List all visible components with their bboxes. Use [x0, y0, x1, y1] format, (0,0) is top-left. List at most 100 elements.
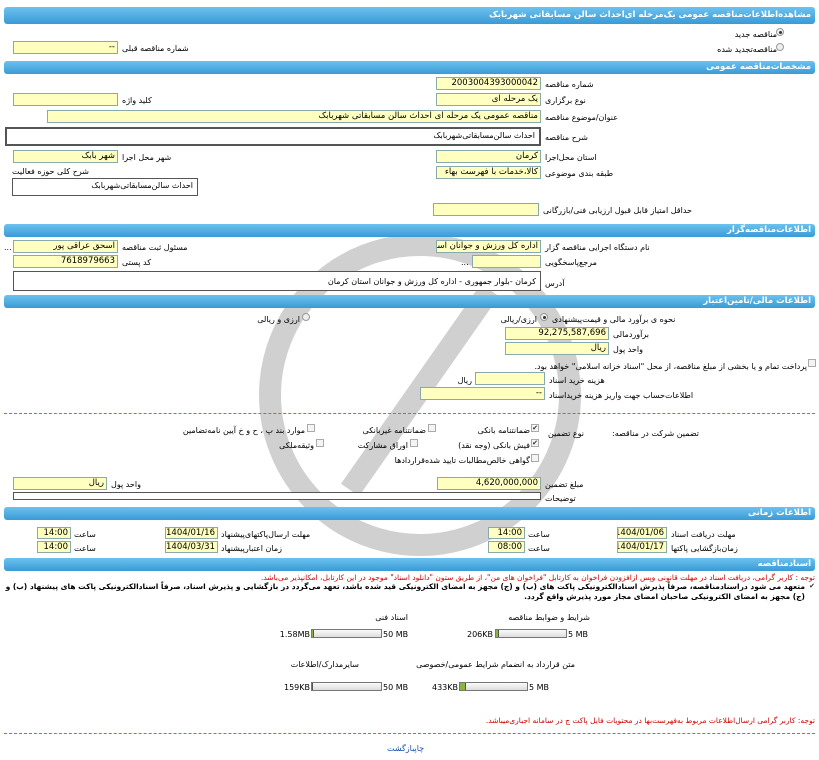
guarantee-bonds-checkbox[interactable]	[410, 439, 418, 447]
guarantee-option: موارد بند پ ، ح و خ آیین نامه‌تضامین	[182, 426, 305, 435]
guarantee-property-checkbox[interactable]	[316, 439, 324, 447]
registrar-field[interactable]: اسحق عراقی پور	[13, 240, 118, 253]
guarantee-option: اوراق مشارکت	[357, 441, 408, 450]
estimate-field[interactable]: 92,275,587,696	[505, 327, 609, 340]
prev-number-field[interactable]: --	[13, 41, 118, 54]
submit-deadline-label: مهلت ارسال‌پاکتهای‌پیشنهاد	[221, 530, 311, 539]
doc-fee-label: هزینه خرید اسناد	[549, 376, 605, 385]
guarantee-amount-label: مبلغ تضمین	[545, 480, 584, 489]
activity-field[interactable]: احداث سالن‌مسابقاتی‌شهربابک	[12, 178, 198, 196]
validity-label: زمان اعتبارپیشنهاد	[221, 544, 283, 553]
file-size: 206KB	[466, 630, 493, 639]
guarantee-cash-checkbox[interactable]: ✔	[531, 439, 539, 447]
commitment-check-icon: ✔	[809, 582, 815, 590]
guarantee-option: وثیقه‌ملکی	[279, 441, 314, 450]
time-label: ساعت	[528, 544, 550, 553]
validity-date-field[interactable]: 1404/03/31	[165, 541, 218, 553]
file-size: 159KB	[283, 683, 310, 692]
guarantee-currency-label: واحد پول	[111, 480, 141, 489]
estimate-method-label: نحوه ی برآورد مالی و قیمت‌پیشنهادی	[552, 315, 676, 324]
guarantee-nonbank-checkbox[interactable]	[428, 424, 436, 432]
radio-fx-rial[interactable]	[302, 313, 310, 321]
org-label: نام دستگاه اجرایی مناقصه گزار	[545, 243, 650, 252]
doc-deadline-field[interactable]: 1404/01/06	[617, 527, 667, 539]
notes-field[interactable]	[13, 492, 541, 500]
doc-time-field[interactable]: 14:00	[488, 527, 525, 539]
guarantee-option: ضمانتنامه بانکی	[477, 426, 530, 435]
section-finance: اطلاعات مالی/تامین‌اعتبار	[4, 295, 815, 308]
price-list-note: توجه: کاربر گرامی ارسال‌اطلاعات مربوط به…	[485, 716, 815, 725]
divider	[4, 733, 815, 734]
submit-time-field[interactable]: 14:00	[37, 527, 71, 539]
keyword-label: کلید واژه	[122, 96, 152, 105]
guarantee-claims-checkbox[interactable]	[531, 454, 539, 462]
file-progress-bar	[459, 682, 528, 691]
validity-time-field[interactable]: 14:00	[37, 541, 71, 553]
subject-field[interactable]: مناقصه عمومی یک مرحله ای احداث سالن مساب…	[47, 110, 541, 123]
file-progress-bar	[311, 629, 382, 638]
keyword-field[interactable]	[13, 93, 118, 106]
holding-label: نوع برگزاری	[545, 96, 586, 105]
page-title: مشاهده‌اطلاعات‌مناقصه عمومی یک‌مرحله ای‌…	[4, 7, 815, 24]
download-note: توجه : کاربر گرامی، دریافت اسناد در مهلت…	[260, 573, 815, 582]
back-link[interactable]: بازگشت	[387, 744, 415, 753]
reference-field[interactable]	[472, 255, 541, 268]
section-general: مشخصات‌مناقصه عمومی	[4, 61, 815, 74]
account-label: اطلاعات‌حساب جهت واریز هزینه خریداسناد	[549, 391, 694, 400]
postal-label: کد پستی	[122, 258, 151, 267]
submit-date-field[interactable]: 1404/01/16	[165, 527, 218, 539]
print-link[interactable]: چاپ	[414, 744, 425, 753]
radio-new-tender[interactable]	[776, 28, 784, 36]
file-label: سایرمدارک/اطلاعات	[290, 660, 359, 669]
file-max: 5 MB	[529, 683, 550, 692]
section-organizer: اطلاعات‌مناقصه‌گزار	[4, 224, 815, 237]
new-tender-label: مناقصه جدید	[734, 30, 777, 39]
fx-rial-option-label: ارزی و ریالی	[257, 315, 300, 324]
progress-fill	[312, 630, 315, 637]
min-score-field[interactable]	[433, 203, 539, 216]
doc-fee-field[interactable]	[475, 372, 545, 385]
radio-rial[interactable]	[540, 313, 548, 321]
radio-renewed-tender[interactable]	[776, 43, 784, 51]
renewed-tender-label: مناقصه‌تجدید شده	[717, 45, 777, 54]
activity-label: شرح کلی حوزه فعالیت	[12, 167, 89, 176]
guarantee-amount-field[interactable]: 4,620,000,000	[437, 477, 541, 490]
registrar-label: مسئول ثبت مناقصه	[122, 243, 188, 252]
commitment-text: متعهد می شود دراسنادمناقصه، صرفاً پذیرش …	[5, 582, 805, 601]
footer-links: چاپبازگشت	[387, 744, 424, 753]
treasury-text: پرداخت تمام و یا بخشی از مبلغ مناقصه، از…	[534, 362, 807, 371]
time-label: ساعت	[528, 530, 550, 539]
guarantee-bank-checkbox[interactable]: ✔	[531, 424, 539, 432]
guarantee-clause-checkbox[interactable]	[307, 424, 315, 432]
file-progress-bar	[311, 682, 382, 691]
prev-number-label: شماره مناقصه قبلی	[122, 44, 189, 53]
section-timing: اطلاعات زمانی	[4, 507, 815, 520]
reference-more-link[interactable]: ...	[461, 258, 469, 267]
tender-number-field[interactable]: 2003004393000042	[436, 77, 541, 90]
account-field[interactable]: --	[420, 387, 545, 400]
province-field[interactable]: کرمان	[436, 150, 541, 163]
holding-field[interactable]: یک مرحله ای	[436, 93, 541, 106]
notes-label: توضیحات	[545, 494, 576, 503]
city-field[interactable]: شهر بابک	[13, 150, 118, 163]
registrar-more-link[interactable]: ...	[4, 243, 12, 252]
desc-field[interactable]: احداث سالن‌مسابقاتی‌شهربابک	[5, 127, 541, 146]
postal-field[interactable]: 7618979663	[13, 255, 118, 268]
treasury-checkbox[interactable]	[808, 359, 816, 367]
category-field[interactable]: کالا،خدمات با فهرست بهاء	[436, 166, 541, 179]
file-size: 433KB	[431, 683, 458, 692]
progress-fill	[312, 683, 314, 690]
currency-field[interactable]: ریال	[505, 342, 609, 355]
guarantee-option: ضمانتنامه غیربانکی	[362, 426, 426, 435]
org-field[interactable]: اداره کل ورزش و جوانان استان کرمان	[436, 240, 541, 253]
guarantee-currency-field[interactable]: ریال	[13, 477, 107, 490]
opening-time-field[interactable]: 08:00	[488, 541, 525, 553]
guarantee-type-label: نوع تضمین	[548, 429, 584, 438]
address-field[interactable]: کرمان -بلوار جمهوری - اداره کل ورزش و جو…	[13, 271, 541, 291]
reference-label: مرجع‌پاسخگویی	[545, 258, 597, 267]
city-label: شهر محل اجرا	[122, 153, 172, 162]
address-label: آدرس	[545, 279, 565, 288]
doc-deadline-label: مهلت دریافت اسناد	[671, 530, 736, 539]
desc-label: شرح مناقصه	[545, 133, 589, 142]
opening-date-field[interactable]: 1404/01/17	[617, 541, 667, 553]
